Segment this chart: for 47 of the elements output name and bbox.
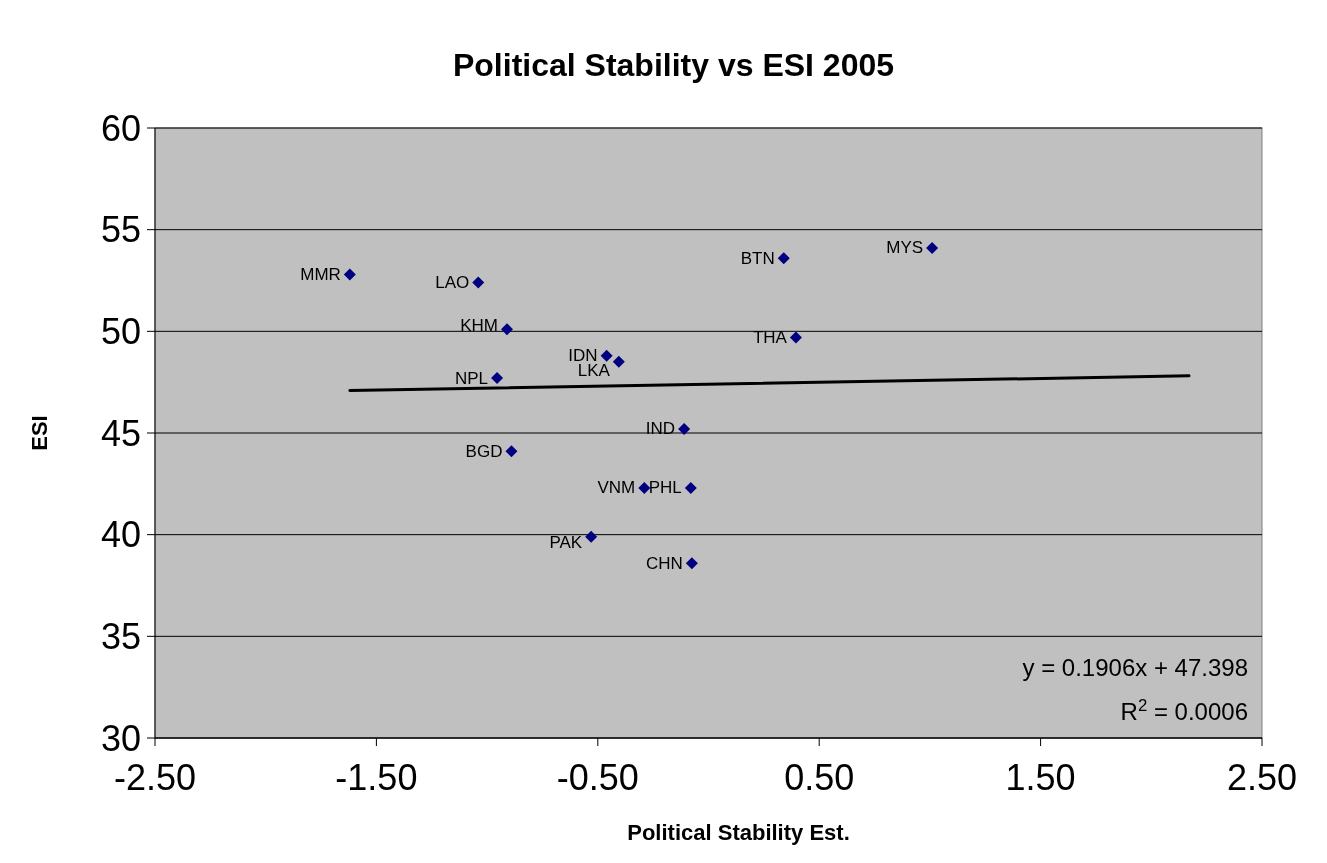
y-tick-label: 30 <box>100 717 141 759</box>
point <box>600 349 613 362</box>
point <box>505 445 518 458</box>
point <box>678 422 691 435</box>
x-tick-label: 0.50 <box>784 757 855 798</box>
y-tick-label: 40 <box>100 514 141 556</box>
y-tick-label: 35 <box>100 615 141 657</box>
point <box>926 241 939 254</box>
x-tick-label: -0.50 <box>556 757 639 798</box>
point <box>612 355 625 368</box>
x-tick-label: 2.50 <box>1226 757 1298 798</box>
annotation: LKA <box>577 361 611 381</box>
y-tick-label: 45 <box>100 412 141 454</box>
y-tick-label: 55 <box>100 209 141 251</box>
y-tick-label: 50 <box>100 310 141 352</box>
point <box>684 481 697 494</box>
point <box>685 557 698 570</box>
point <box>585 530 598 543</box>
point <box>638 481 651 494</box>
annotation: VNM <box>597 478 636 498</box>
point <box>472 276 485 289</box>
x-tick-label: -2.50 <box>113 757 197 798</box>
annotation: y = 0.1906x + 47.398 <box>1022 654 1248 681</box>
point <box>491 372 504 385</box>
annotation: BTN <box>740 248 775 268</box>
y-tick-label: 60 <box>100 107 141 149</box>
annotation: BGD <box>465 441 503 461</box>
annotation: PAK <box>549 533 583 553</box>
x-tick-label: -1.50 <box>335 757 418 798</box>
annotation: LAO <box>435 273 470 293</box>
annotation: IND <box>645 419 676 439</box>
point <box>789 331 802 344</box>
y-axis-title: ESI <box>27 415 52 451</box>
point <box>501 323 514 336</box>
annotation: NPL <box>454 368 489 388</box>
point <box>777 252 790 265</box>
annotation: PHL <box>648 478 682 498</box>
annotation: THA <box>752 327 788 347</box>
annotation: MYS <box>886 238 924 258</box>
chart-title: Political Stability vs ESI 2005 <box>452 47 895 83</box>
annotation: CHN <box>646 553 683 573</box>
x-axis-title: Political Stability Est. <box>627 820 850 845</box>
annotation: KHM <box>460 315 499 335</box>
x-tick-label: 1.50 <box>1005 757 1076 798</box>
point <box>343 268 356 281</box>
annotation: MMR <box>300 264 341 284</box>
annotation: R$^{2}$ = 0.0006 <box>1120 695 1248 725</box>
